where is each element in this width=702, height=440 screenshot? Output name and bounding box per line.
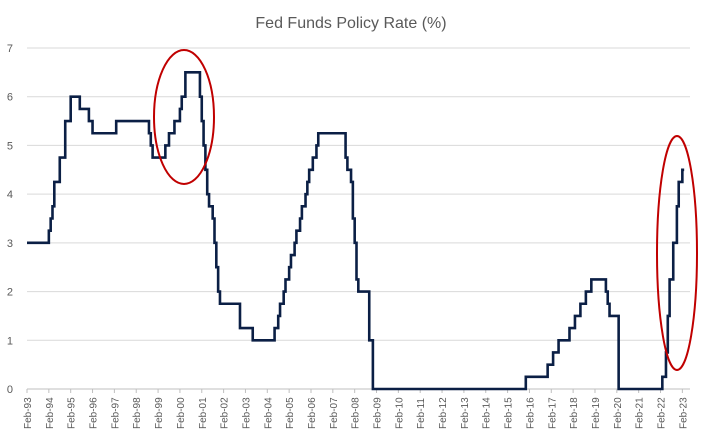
- x-tick-label: Feb-99: [154, 397, 165, 429]
- x-tick-label: Feb-98: [132, 397, 143, 429]
- x-tick-label: Feb-09: [373, 397, 384, 429]
- x-tick-label: Feb-12: [438, 397, 449, 429]
- y-tick-label: 7: [7, 43, 13, 55]
- x-tick-label: Feb-21: [635, 397, 646, 429]
- series-layer: [27, 71, 685, 391]
- y-tick-label: 2: [7, 287, 13, 299]
- annotations: [153, 49, 698, 371]
- x-tick-label: Feb-14: [482, 397, 493, 429]
- x-axis-ticks: Feb-93 Feb-94 Feb-95 Feb-96 Feb-97 Feb-98 Feb-…: [23, 389, 689, 429]
- x-tick-label: Feb-17: [547, 397, 558, 429]
- y-tick-label: 6: [7, 92, 13, 104]
- x-tick-label: Feb-23: [678, 397, 689, 429]
- x-tick-label: Feb-94: [45, 397, 56, 429]
- x-tick-label: Feb-03: [241, 397, 252, 429]
- x-tick-label: Feb-18: [569, 397, 580, 429]
- x-tick-label: Feb-04: [263, 397, 274, 429]
- x-tick-label: Feb-07: [329, 397, 340, 429]
- x-tick-label: Feb-93: [23, 397, 34, 429]
- y-tick-label: 3: [7, 238, 13, 250]
- highlight-ellipse: [656, 135, 698, 371]
- x-tick-label: Feb-15: [504, 397, 515, 429]
- x-tick-label: Feb-00: [176, 397, 187, 429]
- y-tick-label: 5: [7, 140, 13, 152]
- y-tick-label: 1: [7, 335, 13, 347]
- y-axis-ticks: 0 1 2 3 4 5 6 7: [7, 43, 13, 396]
- x-tick-label: Feb-05: [285, 397, 296, 429]
- chart-title: Fed Funds Policy Rate (%): [255, 15, 446, 32]
- x-tick-label: Feb-19: [591, 397, 602, 429]
- x-tick-label: Feb-02: [220, 397, 231, 429]
- x-tick-label: Feb-13: [460, 397, 471, 429]
- x-tick-label: Feb-08: [351, 397, 362, 429]
- x-tick-label: Feb-96: [89, 397, 100, 429]
- x-tick-label: Feb-20: [613, 397, 624, 429]
- x-tick-label: Feb-06: [307, 397, 318, 429]
- highlight-ellipse: [153, 49, 215, 185]
- series-line-0: [27, 71, 685, 391]
- x-tick-label: Feb-16: [525, 397, 536, 429]
- y-tick-label: 0: [7, 384, 13, 396]
- x-tick-label: Feb-22: [657, 397, 668, 429]
- x-tick-label: Feb-11: [416, 398, 427, 429]
- x-tick-label: Feb-10: [394, 397, 405, 429]
- x-tick-label: Feb-95: [67, 397, 78, 429]
- x-tick-label: Feb-97: [110, 397, 121, 429]
- y-tick-label: 4: [7, 189, 13, 201]
- x-tick-label: Feb-01: [198, 397, 209, 429]
